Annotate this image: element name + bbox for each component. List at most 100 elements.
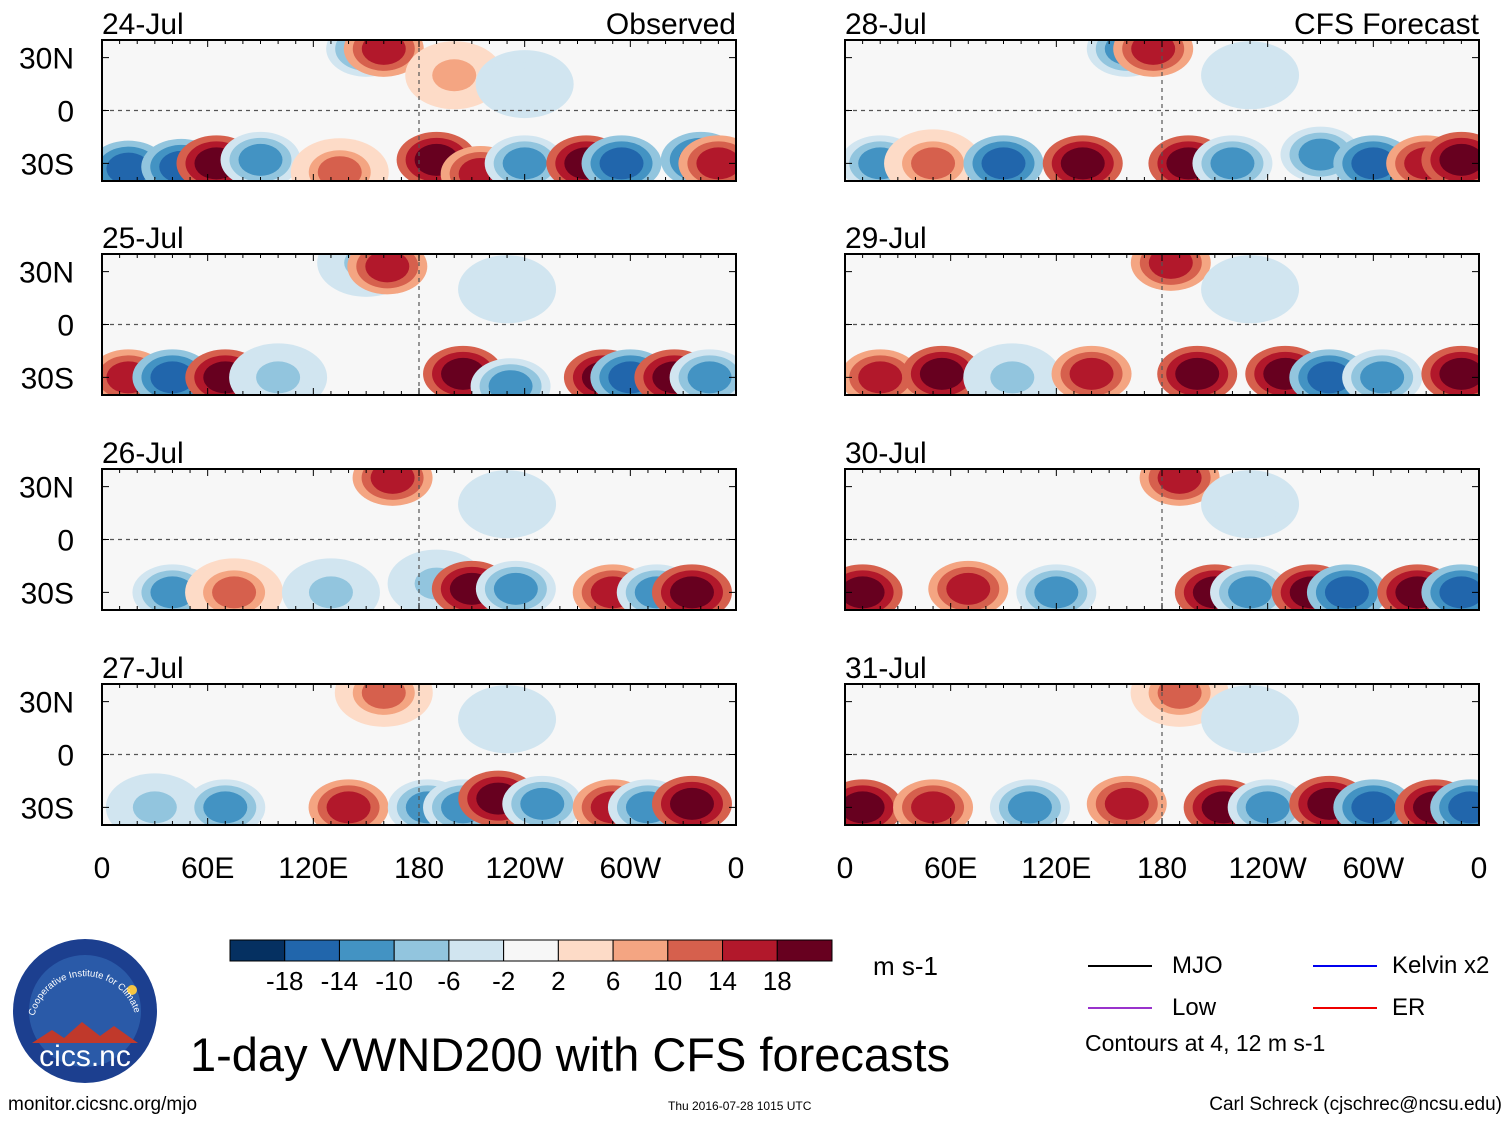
- anomaly-cell: [502, 68, 547, 101]
- colorbar-tick-label: -2: [492, 966, 515, 996]
- anomaly-cell: [1228, 703, 1273, 736]
- y-tick-label: 30N: [19, 472, 74, 505]
- legend-low-label: Low: [1172, 994, 1217, 1021]
- x-tick-label: 180: [1137, 852, 1187, 885]
- anomaly-cell: [981, 147, 1026, 180]
- legend-low-line: [1088, 1007, 1152, 1009]
- panel-date-label: 29-Jul: [845, 222, 927, 255]
- anomaly-cell: [1448, 791, 1479, 824]
- panel-27-Jul: [102, 684, 736, 825]
- column-header: CFS Forecast: [1294, 8, 1480, 41]
- anomaly-cell: [669, 576, 714, 609]
- panel-25-Jul: [102, 254, 736, 395]
- anomaly-cell: [599, 147, 644, 180]
- anomaly-cell: [1439, 357, 1479, 390]
- colorbar-swatch: [448, 939, 505, 962]
- main-title: 1-day VWND200 with CFS forecasts: [190, 1028, 951, 1081]
- y-tick-label: 30S: [21, 792, 74, 825]
- anomaly-cell: [1069, 357, 1114, 390]
- anomaly-cell: [370, 469, 415, 494]
- anomaly-cell: [1007, 791, 1052, 824]
- x-tick-label: 120W: [1228, 852, 1307, 885]
- panel-date-label: 30-Jul: [845, 437, 927, 470]
- anomaly-cell: [669, 787, 714, 820]
- anomaly-cell: [1351, 791, 1396, 824]
- x-tick-label: 0: [94, 852, 111, 885]
- panel-29-Jul: [845, 254, 1479, 395]
- panel-date-label: 26-Jul: [102, 437, 184, 470]
- colorbar-units: m s-1: [873, 951, 938, 981]
- x-tick-label: 120W: [485, 852, 564, 885]
- anomaly-cell: [1060, 147, 1105, 180]
- legend-er-line: [1313, 1007, 1377, 1009]
- colorbar-swatch: [667, 939, 724, 962]
- colorbar-tick-label: -6: [437, 966, 460, 996]
- panel-date-label: 24-Jul: [102, 8, 184, 41]
- legend-mjo-line: [1088, 965, 1152, 967]
- colorbar-tick-label: 18: [763, 966, 792, 996]
- legend-kelvin-line: [1313, 965, 1377, 967]
- panel-date-label: 28-Jul: [845, 8, 927, 41]
- colorbar-tick-label: 6: [606, 966, 620, 996]
- anomaly-cell: [256, 361, 301, 394]
- anomaly-cell: [696, 147, 736, 180]
- y-tick-label: 0: [57, 525, 74, 558]
- panel-28-Jul: [845, 40, 1479, 181]
- anomaly-cell: [365, 254, 410, 283]
- x-tick-label: 0: [837, 852, 854, 885]
- y-tick-label: 30S: [21, 148, 74, 181]
- anomaly-cell: [1210, 147, 1255, 180]
- anomaly-cell: [1351, 147, 1396, 180]
- anomaly-cell: [1131, 40, 1176, 65]
- panel-26-Jul: [102, 469, 736, 610]
- x-tick-label: 60W: [599, 852, 661, 885]
- anomaly-cell: [1307, 361, 1352, 394]
- x-tick-label: 180: [394, 852, 444, 885]
- anomaly-cell: [485, 703, 530, 736]
- author-credit: Carl Schreck (cjschrec@ncsu.edu): [1209, 1094, 1502, 1115]
- anomaly-cell: [1439, 143, 1479, 176]
- panel-date-label: 31-Jul: [845, 652, 927, 685]
- site-url[interactable]: monitor.cicsnc.org/mjo: [8, 1094, 198, 1115]
- anomaly-cell: [1175, 357, 1220, 390]
- y-tick-label: 0: [57, 740, 74, 773]
- colorbar-tick-label: -18: [266, 966, 304, 996]
- anomaly-cell: [361, 684, 406, 709]
- anomaly-cell: [1324, 576, 1369, 609]
- anomaly-cell: [858, 361, 903, 394]
- x-tick-label: 0: [728, 852, 745, 885]
- anomaly-cell: [520, 787, 565, 820]
- anomaly-cell: [361, 40, 406, 65]
- anomaly-cell: [1298, 138, 1343, 171]
- anomaly-cell: [990, 361, 1035, 394]
- anomaly-cell: [238, 143, 283, 176]
- y-tick-label: 30N: [19, 687, 74, 720]
- panel-30-Jul: [845, 469, 1479, 610]
- y-tick-label: 0: [57, 96, 74, 129]
- y-tick-label: 0: [57, 310, 74, 343]
- panel-31-Jul: [845, 684, 1479, 825]
- colorbar-swatch: [284, 939, 340, 962]
- anomaly-cell: [150, 361, 195, 394]
- anomaly-cell: [946, 572, 991, 605]
- colorbar-tick-label: 10: [653, 966, 682, 996]
- colorbar-swatch: [338, 939, 395, 962]
- colorbar-swatch: [722, 939, 778, 962]
- colorbar-swatch: [393, 939, 450, 962]
- panel-24-Jul: [102, 40, 736, 181]
- anomaly-cell: [203, 791, 248, 824]
- anomaly-cell: [485, 488, 530, 521]
- anomaly-cell: [1228, 576, 1273, 609]
- anomaly-cell: [485, 273, 530, 306]
- anomaly-cell: [212, 576, 257, 609]
- colorbar-tick-label: -10: [375, 966, 413, 996]
- anomaly-cell: [150, 576, 195, 609]
- anomaly-cell: [106, 152, 151, 181]
- x-tick-label: 60E: [924, 852, 977, 885]
- contour-note: Contours at 4, 12 m s-1: [1085, 1030, 1326, 1056]
- legend-er-label: ER: [1392, 994, 1426, 1021]
- anomaly-cell: [687, 361, 732, 394]
- panel-date-label: 25-Jul: [102, 222, 184, 255]
- x-tick-label: 60E: [181, 852, 234, 885]
